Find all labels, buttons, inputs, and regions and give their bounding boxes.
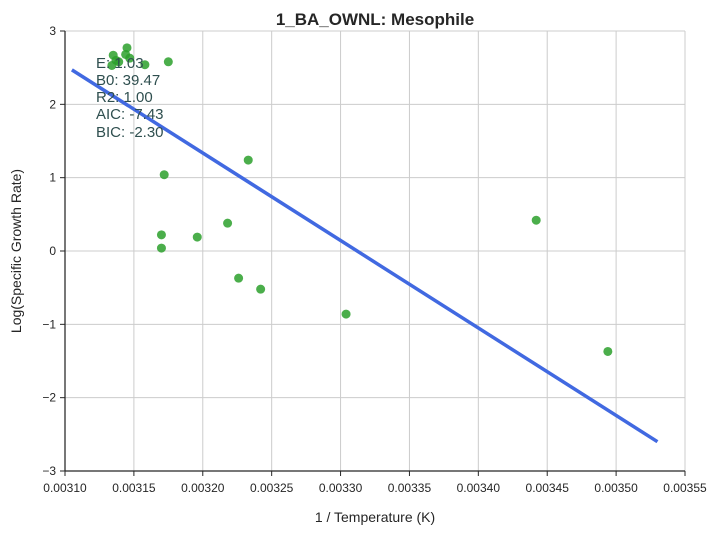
y-axis-label: Log(Specific Growth Rate) (8, 169, 24, 333)
data-point (156, 243, 166, 253)
y-tick-label: 3 (49, 24, 56, 38)
x-tick-label: 0.00330 (319, 481, 363, 495)
annotation-bic: BIC: -2.30 (96, 124, 164, 141)
chart-title: 1_BA_OWNL: Mesophile (276, 10, 474, 29)
data-point (140, 60, 150, 70)
annotation-r2: R2: 1.00 (96, 89, 153, 106)
data-point (234, 273, 244, 283)
annotation-e: E: 1.03 (96, 55, 144, 72)
data-point (107, 60, 117, 70)
y-tick-label: −1 (42, 317, 56, 331)
data-point (223, 218, 233, 228)
data-point (192, 232, 202, 242)
fit-line-group (70, 68, 659, 444)
y-tick-label: −3 (42, 464, 56, 478)
x-tick-label: 0.00335 (388, 481, 432, 495)
data-point (341, 309, 351, 319)
annotation-b0: B0: 39.47 (96, 72, 160, 89)
fit-line (70, 68, 659, 444)
x-tick-label: 0.00320 (181, 481, 225, 495)
data-point (163, 57, 173, 67)
x-tick-label: 0.00350 (594, 481, 638, 495)
x-tick-label: 0.00325 (250, 481, 294, 495)
y-tick-label: 1 (49, 171, 56, 185)
data-point (256, 284, 266, 294)
axes (60, 30, 686, 476)
data-point (531, 215, 541, 225)
data-points (107, 43, 613, 356)
x-axis-label: 1 / Temperature (K) (315, 509, 435, 525)
x-tick-label: 0.00345 (526, 481, 570, 495)
data-point (114, 57, 124, 67)
tick-labels: 0.00310 0.00315 0.00320 0.00325 0.00330 0.003… (42, 24, 707, 495)
fit-statistics: E: 1.03 B0: 39.47 R2: 1.00 AIC: -7.43 BI… (96, 55, 164, 141)
x-tick-label: 0.00355 (663, 481, 707, 495)
y-tick-label: −2 (42, 391, 56, 405)
data-point (159, 170, 169, 180)
data-point (156, 230, 166, 240)
data-point (243, 155, 253, 165)
x-tick-label: 0.00315 (112, 481, 156, 495)
y-tick-label: 0 (49, 244, 56, 258)
data-point (603, 346, 613, 356)
x-tick-label: 0.00310 (43, 481, 87, 495)
annotation-aic: AIC: -7.43 (96, 106, 164, 123)
grid (65, 30, 686, 471)
data-point (125, 53, 135, 63)
y-tick-label: 2 (49, 97, 56, 111)
x-tick-label: 0.00340 (457, 481, 501, 495)
